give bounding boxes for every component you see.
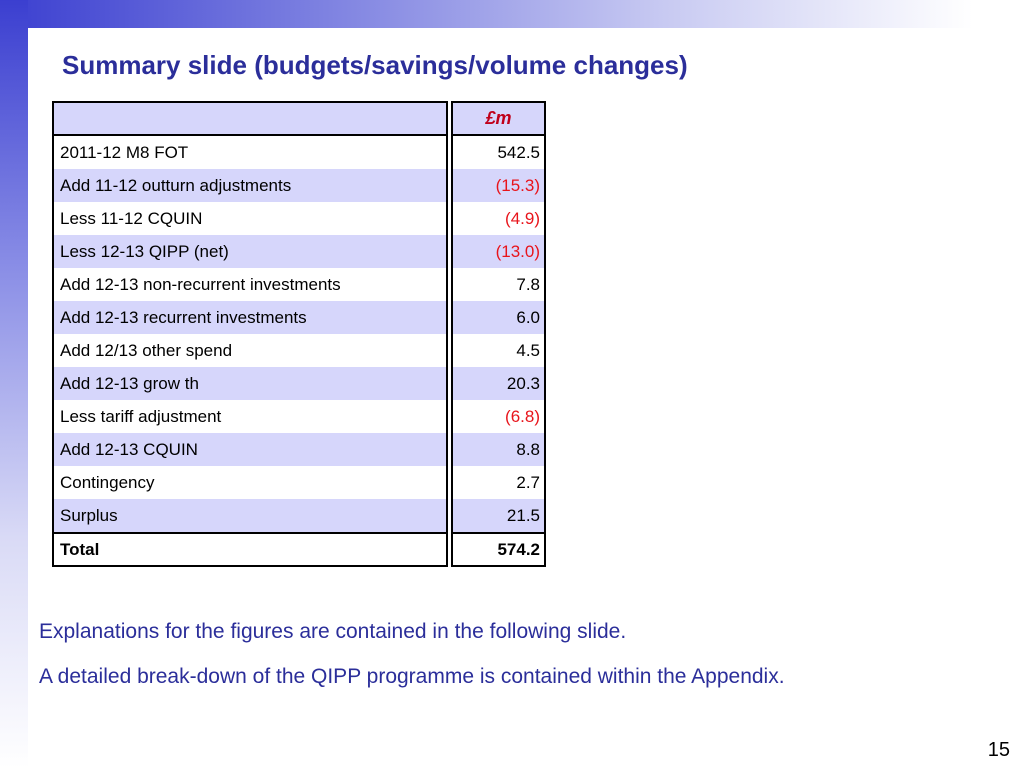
table-row-value: 20.3 — [453, 367, 544, 400]
table-row-label: Surplus — [54, 499, 446, 532]
note-appendix: A detailed break-down of the QIPP progra… — [39, 665, 785, 688]
currency-header: £m — [453, 103, 544, 136]
table-row-value: 542.5 — [497, 142, 540, 162]
total-value: 574.2 — [453, 532, 544, 565]
table-row-label: Add 12-13 grow th — [54, 367, 446, 400]
table-row-label: Add 12-13 CQUIN — [54, 433, 446, 466]
header-gradient-bar — [0, 0, 1024, 28]
note-explanations: Explanations for the figures are contain… — [39, 620, 627, 643]
left-gradient-bar — [0, 0, 28, 768]
slide-title: Summary slide (budgets/savings/volume ch… — [62, 50, 688, 80]
page-number: 15 — [987, 739, 1010, 761]
table-row-value: 21.5 — [453, 499, 544, 532]
table-row-label: Less tariff adjustment — [60, 406, 222, 426]
table-row-value: 8.8 — [453, 433, 544, 466]
summary-table-values: £m 542.5 (15.3) (4.9) (13.0) 7.8 6.0 4.5 20.3 (6… — [451, 101, 546, 567]
table-row-label: Add 12/13 other spend — [60, 340, 233, 360]
table-row-value: (6.8) — [505, 406, 540, 426]
table-row-label: Contingency — [60, 472, 155, 492]
table-row-value: (13.0) — [453, 235, 544, 268]
table-row-value: (15.3) — [453, 169, 544, 202]
table-row-label: Add 11-12 outturn adjustments — [54, 169, 446, 202]
table-row-value: 7.8 — [516, 274, 540, 294]
table-row-label: Less 12-13 QIPP (net) — [54, 235, 446, 268]
table-row-label: Less 11-12 CQUIN — [60, 208, 203, 228]
table-row-value: 4.5 — [516, 340, 540, 360]
table-row-value: (4.9) — [505, 208, 540, 228]
table-row-value: 2.7 — [516, 472, 540, 492]
table-header-label-cell — [54, 103, 446, 136]
total-label: Total — [54, 532, 446, 565]
table-row-label: 2011-12 M8 FOT — [60, 142, 189, 162]
summary-table-labels: 2011-12 M8 FOT Add 11-12 outturn adjustme… — [52, 101, 448, 567]
table-row-label: Add 12-13 non-recurrent investments — [60, 274, 341, 294]
table-row-label: Add 12-13 recurrent investments — [54, 301, 446, 334]
table-row-value: 6.0 — [453, 301, 544, 334]
